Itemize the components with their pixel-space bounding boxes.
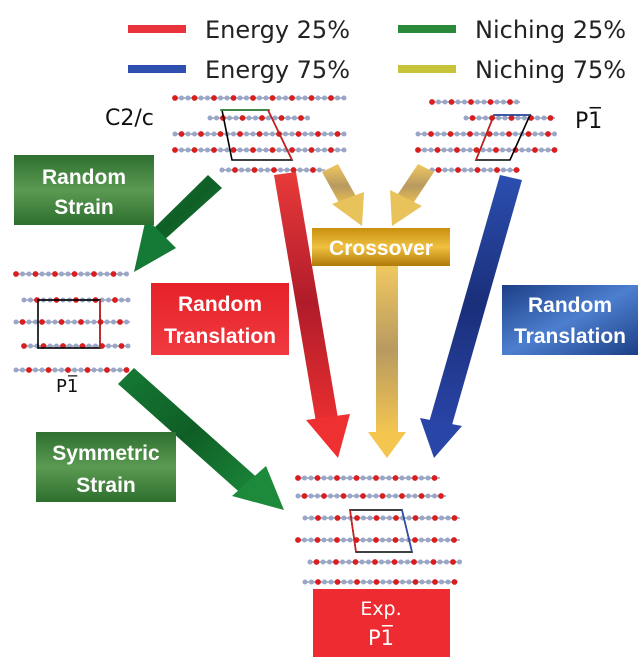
molecule-chain xyxy=(13,367,130,373)
crystal-structure-experimental xyxy=(295,475,462,585)
box-result-line2: P1̅ xyxy=(368,624,394,650)
unit-cell-p1-middle xyxy=(37,299,101,349)
box-random-translation-blue-line1: Random xyxy=(528,294,612,317)
legend-swatch-energy-75 xyxy=(128,65,186,73)
unit-cell-c2c xyxy=(220,109,294,161)
box-random-strain-line1: Random xyxy=(42,166,126,189)
legend-label-energy-25: Energy 25% xyxy=(205,16,350,44)
box-random-strain: Random Strain xyxy=(14,155,154,225)
legend-swatch-niching-75 xyxy=(398,65,456,73)
molecule-chain xyxy=(415,147,558,153)
box-symmetric-strain-line1: Symmetric xyxy=(52,442,160,465)
legend-label-energy-75: Energy 75% xyxy=(205,56,350,84)
arrow-symmetric-strain xyxy=(118,368,284,510)
legend-label-niching-75: Niching 75% xyxy=(475,56,626,84)
molecule-chain xyxy=(207,115,310,121)
molecule-chain xyxy=(172,95,347,101)
crystal-structure-p1-middle xyxy=(13,271,131,373)
arrow-crossover-out xyxy=(368,266,406,458)
legend: Energy 25% Energy 75% Niching 25% Nichin… xyxy=(128,16,626,84)
box-result-line1: Exp. xyxy=(360,598,401,620)
molecule-chain xyxy=(429,99,520,105)
arrow-random-translation-blue xyxy=(420,175,522,458)
arrow-random-strain xyxy=(134,175,222,272)
molecule-chain xyxy=(13,271,129,277)
unit-cell-p1-top xyxy=(474,114,532,161)
box-crossover: Crossover xyxy=(312,228,450,266)
box-experimental-result: Exp. P1̅ xyxy=(313,589,450,657)
legend-swatch-energy-25 xyxy=(128,25,186,33)
legend-swatch-niching-25 xyxy=(398,25,456,33)
molecule-chain xyxy=(429,167,520,173)
box-random-translation-blue-line2: Translation xyxy=(514,325,626,348)
molecule-chain xyxy=(21,343,131,349)
molecule-chain xyxy=(302,515,460,521)
box-symmetric-strain-line2: Strain xyxy=(76,474,136,497)
molecule-chain xyxy=(295,537,460,543)
arrow-crossover-in-right xyxy=(390,164,434,226)
molecule-chain xyxy=(295,475,440,481)
molecule-chain xyxy=(13,319,130,325)
label-p1-middle: P1̅ xyxy=(56,375,78,397)
box-random-strain-line2: Strain xyxy=(54,196,114,219)
molecule-chain xyxy=(172,147,347,153)
box-crossover-label: Crossover xyxy=(329,237,433,260)
box-random-translation-red-line2: Translation xyxy=(164,325,276,348)
crystal-structure-c2c xyxy=(172,95,347,173)
molecule-chain xyxy=(219,167,325,173)
legend-label-niching-25: Niching 25% xyxy=(475,16,626,44)
box-random-translation-blue: Random Translation xyxy=(502,285,638,355)
molecule-chain xyxy=(172,131,347,137)
box-symmetric-strain: Symmetric Strain xyxy=(36,432,176,502)
arrow-random-translation-red xyxy=(274,172,350,458)
box-random-translation-red: Random Translation xyxy=(151,283,289,355)
box-random-translation-red-line1: Random xyxy=(178,293,262,316)
molecule-chain xyxy=(463,115,555,121)
label-p1-top: P1̅ xyxy=(575,107,602,134)
molecule-chain xyxy=(307,559,462,565)
unit-cell-experimental xyxy=(349,509,414,553)
molecule-chain xyxy=(302,579,458,585)
arrow-crossover-in-left xyxy=(322,164,364,226)
crystal-structure-p1-top xyxy=(415,99,558,173)
label-c2c: C2/c xyxy=(105,106,154,131)
molecule-chain xyxy=(295,493,446,499)
